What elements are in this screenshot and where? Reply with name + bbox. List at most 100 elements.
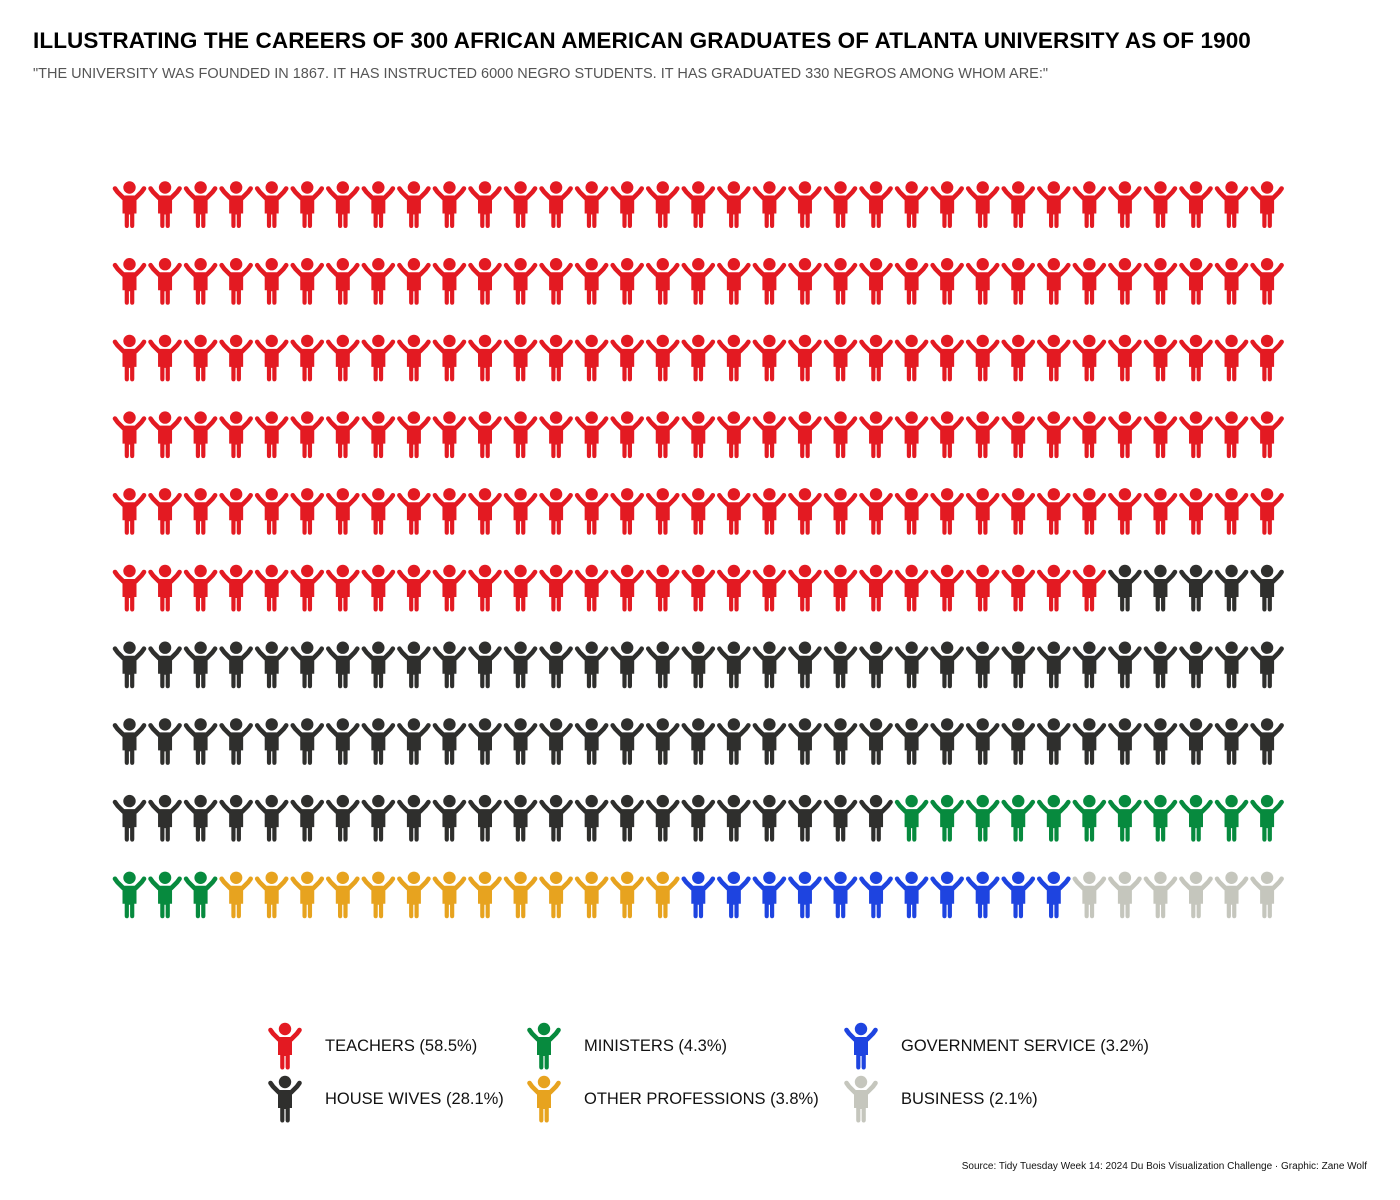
waffle-person-house-wives [965,641,1000,689]
waffle-person-teachers [717,411,751,459]
waffle-person-teachers [219,258,253,305]
waffle-person-house-wives [1250,718,1284,765]
waffle-person-house-wives [539,641,573,689]
waffle-person-teachers [645,334,680,382]
waffle-person-teachers [325,564,360,612]
waffle-person-house-wives [361,641,396,689]
waffle-person-teachers [1072,411,1107,459]
waffle-person-teachers [574,258,609,305]
waffle-person-teachers [574,564,609,612]
waffle-person-house-wives [1001,718,1036,765]
waffle-person-house-wives [681,641,716,689]
waffle-person-teachers [1250,488,1284,535]
waffle-person-teachers [965,488,1000,535]
waffle-person-teachers [1037,181,1071,228]
waffle-person-teachers [1214,411,1249,459]
waffle-person-teachers [965,564,1000,612]
waffle-person-teachers [930,411,964,459]
waffle-person-business [1143,871,1178,919]
waffle-person-teachers [930,564,964,612]
waffle-person-teachers [148,258,182,305]
waffle-person-teachers [859,334,893,382]
waffle-person-teachers [219,564,253,612]
waffle-person-house-wives [1143,718,1178,765]
waffle-person-teachers [681,564,716,612]
waffle-person-house-wives [254,794,289,842]
waffle-person-teachers [183,181,218,228]
legend-item-teachers: TEACHERS (58.5%) [267,1021,477,1071]
waffle-person-teachers [325,258,360,305]
waffle-person-other-professions [219,871,253,919]
waffle-person-house-wives [148,718,182,765]
waffle-person-teachers [254,411,289,459]
waffle-person-teachers [254,334,289,382]
waffle-person-teachers [1001,334,1036,382]
legend-label: TEACHERS (58.5%) [325,1036,478,1055]
waffle-person-teachers [930,488,964,535]
waffle-person-teachers [325,488,360,535]
waffle-person-house-wives [112,718,147,765]
waffle-person-teachers [965,411,1000,459]
waffle-person-teachers [397,334,431,382]
waffle-person-teachers [468,488,502,535]
waffle-person-teachers [930,181,964,228]
waffle-person-business [1179,871,1213,919]
waffle-person-teachers [1214,334,1249,382]
waffle-person-teachers [468,334,502,382]
waffle-person-house-wives [1179,564,1213,612]
waffle-person-teachers [1250,411,1284,459]
waffle-person-teachers [788,411,822,459]
waffle-person-teachers [823,334,858,382]
waffle-person-house-wives [148,641,182,689]
waffle-person-teachers [681,334,716,382]
waffle-person-teachers [930,258,964,305]
waffle-person-teachers [859,411,893,459]
waffle-person-house-wives [610,718,645,765]
waffle-person-teachers [717,564,751,612]
waffle-person-house-wives [112,641,147,689]
waffle-person-teachers [112,334,147,382]
waffle-person-teachers [219,411,253,459]
waffle-person-government-service [1001,871,1036,919]
waffle-person-teachers [894,488,929,535]
waffle-person-teachers [1108,258,1142,305]
waffle-person-ministers [112,871,147,919]
waffle-person-government-service [752,871,787,919]
waffle-person-house-wives [752,718,787,765]
waffle-person-house-wives [965,718,1000,765]
waffle-person-teachers [1143,488,1178,535]
waffle-person-house-wives [574,718,609,765]
waffle-person-government-service [717,871,751,919]
waffle-person-teachers [432,334,467,382]
waffle-person-business [1214,871,1249,919]
waffle-person-house-wives [752,794,787,842]
waffle-person-house-wives [930,718,964,765]
waffle-person-teachers [574,181,609,228]
waffle-person-teachers [894,334,929,382]
waffle-person-house-wives [1072,641,1107,689]
waffle-person-other-professions [610,871,645,919]
waffle-person-house-wives [1108,641,1142,689]
waffle-person-teachers [1179,334,1213,382]
waffle-person-house-wives [539,794,573,842]
waffle-person-house-wives [1214,564,1249,612]
source-caption: Source: Tidy Tuesday Week 14: 2024 Du Bo… [961,1161,1367,1172]
waffle-chart [112,181,1284,919]
waffle-person-teachers [574,334,609,382]
waffle-person-ministers [1143,794,1178,842]
waffle-person-teachers [397,564,431,612]
waffle-person-government-service [965,871,1000,919]
waffle-person-teachers [610,334,645,382]
waffle-person-teachers [574,411,609,459]
waffle-person-teachers [1108,181,1142,228]
waffle-person-teachers [1001,181,1036,228]
legend-item-house-wives: HOUSE WIVES (28.1%) [267,1074,504,1124]
waffle-person-teachers [254,258,289,305]
waffle-person-teachers [645,258,680,305]
waffle-person-teachers [183,258,218,305]
waffle-person-teachers [1001,411,1036,459]
waffle-person-teachers [503,258,538,305]
waffle-person-teachers [539,181,573,228]
waffle-person-teachers [1072,564,1107,612]
waffle-person-government-service [681,871,716,919]
